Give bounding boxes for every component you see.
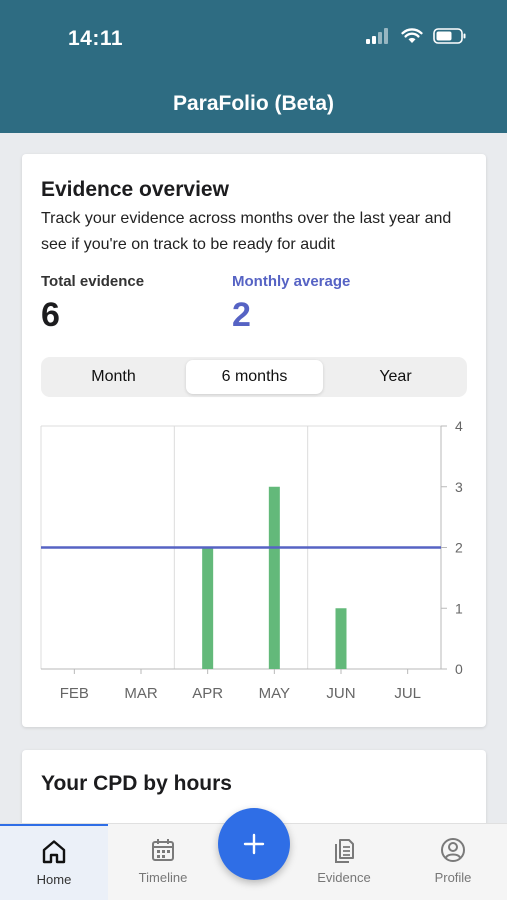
chart-bar — [335, 608, 347, 669]
tab-evidence[interactable]: Evidence — [290, 824, 398, 900]
app-title: ParaFolio (Beta) — [172, 92, 335, 115]
chart-bar — [202, 547, 214, 669]
chart-x-tick-label: JUN — [326, 685, 355, 702]
tab-evidence-label: Evidence — [317, 870, 371, 885]
status-time: 14:11 — [68, 27, 124, 50]
chart-y-tick-label: 3 — [455, 479, 463, 495]
plus-icon — [243, 833, 265, 855]
chart-y-tick-label: 0 — [455, 661, 463, 677]
chart-x-tick-label: MAR — [124, 685, 158, 702]
evidence-overview-card: Evidence overview Track your evidence ac… — [22, 154, 486, 727]
period-segmented-control: Month 6 months Year — [41, 357, 467, 397]
profile-icon — [441, 838, 465, 862]
chart-y-tick-label: 4 — [455, 418, 463, 434]
evidence-bar-chart: 0 1 2 3 4 FEB MAR APR MAY JUN JUL — [40, 418, 463, 702]
total-evidence-value: 6 — [41, 296, 60, 334]
total-evidence-label: Total evidence — [41, 273, 145, 290]
documents-icon — [335, 839, 354, 863]
app-header: 14:11 ParaFolio (Beta) — [0, 0, 507, 133]
tab-profile-label: Profile — [434, 870, 472, 885]
chart-y-tick-label: 2 — [455, 540, 463, 556]
chart-y-tick-label: 1 — [455, 600, 463, 616]
wifi-icon — [401, 28, 423, 43]
tab-timeline-label: Timeline — [138, 870, 188, 885]
tab-home-label: Home — [36, 872, 72, 887]
tab-timeline[interactable]: Timeline — [109, 824, 217, 900]
monthly-average-label: Monthly average — [232, 273, 351, 290]
tab-home[interactable]: Home — [0, 824, 108, 900]
monthly-average-value: 2 — [232, 296, 251, 334]
home-icon — [42, 840, 66, 864]
chart-x-tick-label: APR — [192, 685, 223, 702]
card-title: Evidence overview — [41, 178, 229, 201]
segment-month[interactable]: Month — [91, 368, 136, 385]
chart-x-tick-label: MAY — [259, 685, 290, 702]
status-icons — [365, 28, 467, 44]
segment-6-months[interactable]: 6 months — [186, 360, 323, 394]
tab-profile[interactable]: Profile — [399, 824, 507, 900]
chart-x-tick-label: JUL — [394, 685, 421, 702]
cpd-card-title: Your CPD by hours — [41, 772, 232, 795]
cellular-signal-icon — [366, 28, 388, 44]
calendar-icon — [152, 839, 174, 861]
card-description: Track your evidence across months over t… — [41, 210, 452, 253]
chart-x-tick-label: FEB — [60, 685, 89, 702]
segment-year[interactable]: Year — [379, 368, 412, 385]
add-evidence-button[interactable] — [218, 808, 290, 880]
chart-bar — [268, 486, 280, 669]
battery-icon — [433, 28, 466, 44]
